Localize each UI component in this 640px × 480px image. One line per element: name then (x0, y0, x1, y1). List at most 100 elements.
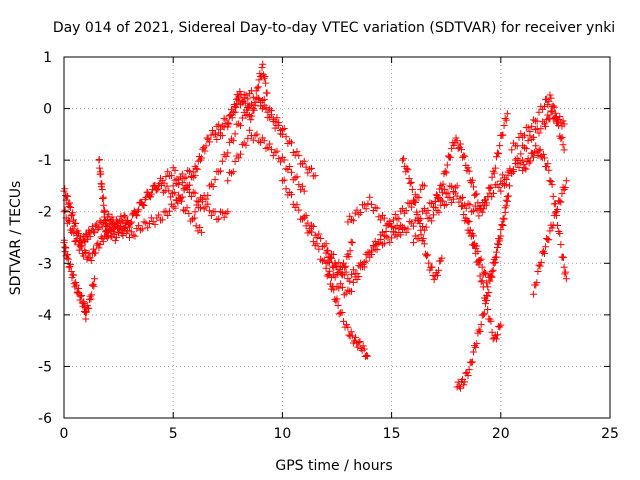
data-point-arc25 (556, 230, 564, 238)
data-point-arc7 (175, 191, 183, 199)
data-point-arc12 (362, 351, 370, 359)
data-point-arc19 (470, 183, 477, 191)
data-point-arc9 (258, 97, 266, 105)
data-point-arc18 (451, 189, 459, 197)
data-point-arc7 (182, 182, 190, 190)
data-point-arc17 (433, 271, 441, 279)
data-point-arc19 (486, 184, 494, 192)
data-point-arc11 (288, 168, 295, 176)
data-point-arc11 (289, 176, 297, 184)
data-point-arc9 (247, 100, 255, 108)
data-point-arc21 (478, 277, 486, 285)
data-point-arc11 (298, 182, 306, 190)
data-point-arc19 (503, 110, 511, 118)
data-point-arc14 (360, 263, 368, 271)
data-point-arc9 (262, 103, 270, 111)
y-tick-label: -4 (38, 308, 52, 324)
data-point-arc10 (237, 90, 245, 98)
data-point-arc11 (253, 130, 261, 138)
data-point-arc11 (260, 137, 268, 145)
data-point-arc3 (89, 245, 97, 253)
data-point-arc11 (275, 155, 283, 163)
data-point-arc15 (328, 254, 336, 262)
data-point-arc25 (562, 268, 570, 276)
data-point-arc9 (275, 119, 283, 127)
data-point-arc20 (464, 372, 472, 380)
data-point-arc4 (102, 219, 110, 227)
data-point-arc8 (198, 154, 206, 162)
data-point-arc13 (329, 251, 337, 259)
data-point-arc24 (535, 108, 543, 116)
data-point-arc16 (408, 219, 416, 227)
data-point-arc23 (515, 157, 523, 165)
data-point-arc18 (420, 226, 428, 234)
data-point-arc19 (435, 193, 443, 201)
data-point-arc2 (85, 304, 93, 312)
data-point-arc6 (183, 204, 191, 212)
data-point-arc26 (548, 224, 556, 232)
data-point-arc2 (77, 292, 85, 300)
data-point-arc9 (264, 108, 272, 116)
data-point-arc20 (476, 328, 484, 336)
data-point-arc6 (187, 217, 195, 225)
data-point-arc24 (546, 91, 554, 99)
data-point-arc19 (450, 141, 458, 149)
data-point-arc12 (288, 191, 295, 199)
data-point-arc16 (384, 221, 392, 229)
data-point-arc20 (475, 326, 483, 334)
y-tick-label: 1 (43, 50, 52, 66)
data-point-arc5 (187, 193, 195, 201)
data-point-arc18 (475, 212, 483, 220)
data-point-arc8 (184, 166, 192, 174)
data-point-arc2 (90, 282, 98, 290)
data-point-arc24 (560, 146, 568, 154)
data-point-arc20 (470, 348, 477, 356)
data-point-arc19 (496, 142, 504, 150)
data-point-arc1 (64, 192, 72, 200)
data-point-arc20 (479, 311, 487, 319)
data-point-arc6 (150, 182, 158, 190)
data-point-arc7 (186, 181, 194, 189)
data-point-arc2 (67, 260, 75, 268)
data-point-arc8 (244, 95, 252, 103)
data-point-arc24 (559, 141, 567, 149)
data-point-arc11 (226, 168, 234, 176)
data-point-arc21 (492, 335, 500, 343)
data-point-arc2 (78, 299, 86, 307)
data-point-arc10 (248, 112, 256, 120)
data-point-arc9 (204, 191, 212, 199)
data-point-arc11 (264, 144, 272, 152)
data-point-arc5 (206, 207, 214, 215)
data-point-arc12 (282, 185, 290, 193)
data-point-arc26 (540, 250, 548, 257)
data-point-arc19 (478, 208, 486, 216)
data-point-arc19 (495, 150, 503, 158)
data-point-arc19 (438, 185, 446, 193)
data-point-arc24 (555, 122, 563, 130)
data-point-arc9 (211, 176, 219, 184)
data-point-arc12 (311, 242, 319, 250)
data-point-arc23 (544, 111, 552, 119)
data-point-arc12 (308, 228, 316, 236)
data-point-arc23 (502, 181, 510, 189)
data-point-arc22 (477, 255, 485, 263)
data-point-arc2 (77, 293, 85, 301)
data-point-arc24 (540, 102, 548, 110)
data-point-arc11 (262, 144, 270, 152)
data-point-arc20 (485, 288, 493, 296)
data-point-arc16 (375, 213, 383, 221)
data-point-arc7 (129, 231, 137, 239)
data-point-arc26 (537, 258, 545, 266)
data-point-arc18 (422, 223, 430, 231)
data-point-arc6 (139, 201, 147, 209)
data-point-arc8 (186, 167, 194, 175)
y-tick-label: -5 (38, 359, 52, 375)
data-point-arc5 (215, 215, 223, 223)
data-point-arc1 (61, 185, 69, 193)
data-point-arc15 (341, 263, 349, 271)
data-point-arc4 (99, 193, 107, 201)
data-point-arc11 (300, 187, 308, 195)
data-point-arc6 (163, 182, 171, 190)
data-point-arc14 (391, 211, 399, 219)
data-point-arc9 (273, 114, 281, 122)
